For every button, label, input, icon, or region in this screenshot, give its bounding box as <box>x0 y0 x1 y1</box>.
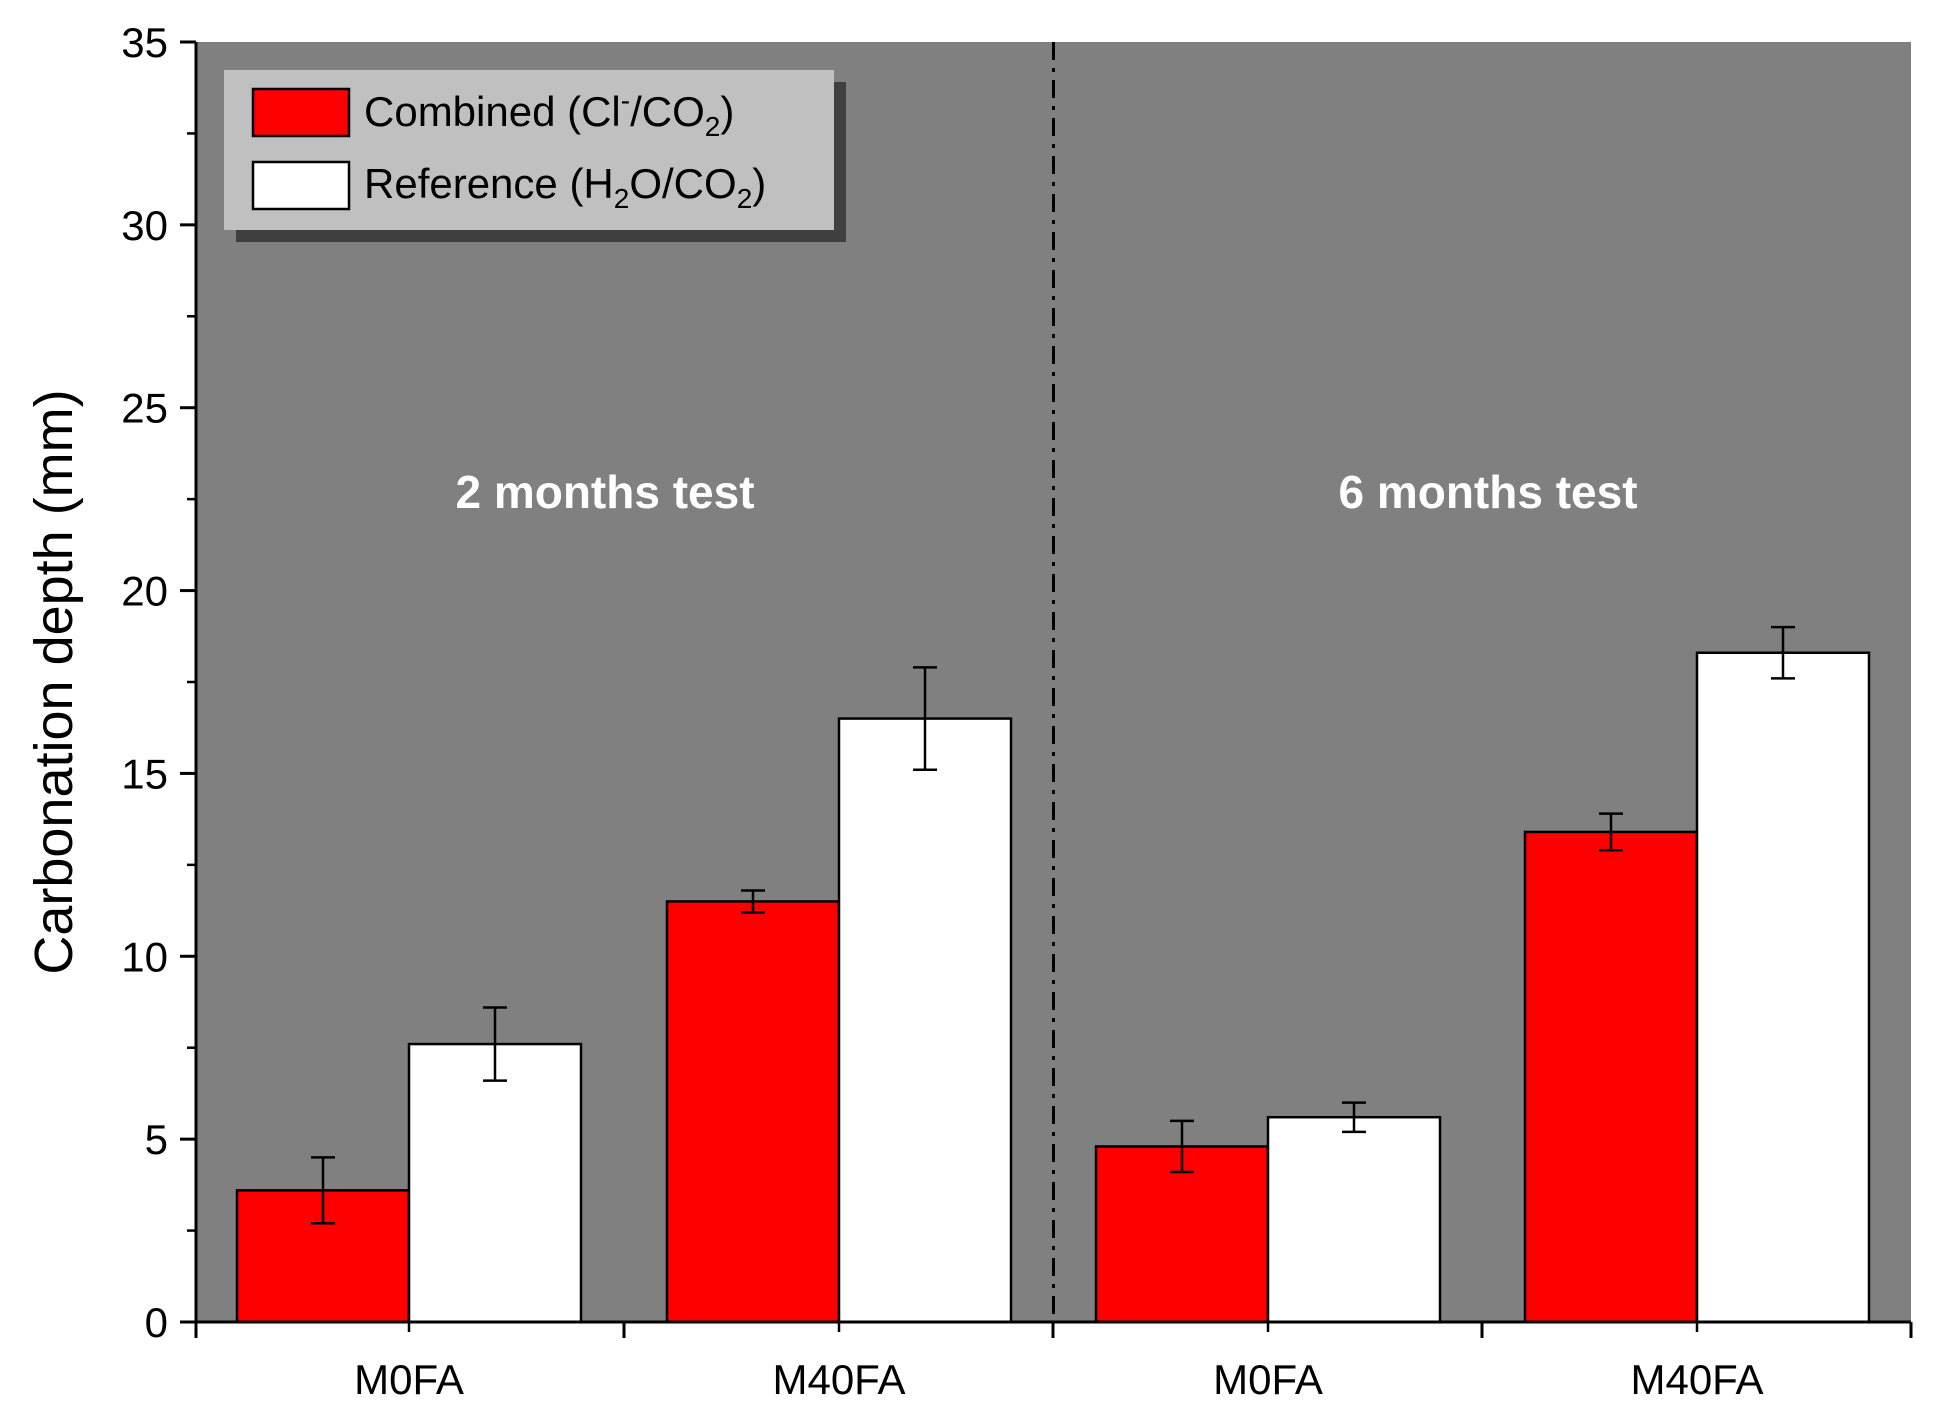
x-tick-label: M0FA <box>354 1356 464 1403</box>
bar-reference-m0fa-6m <box>1266 1115 1442 1324</box>
legend-swatch-reference <box>251 160 351 211</box>
bar-combined-m40fa-2m <box>665 900 841 1324</box>
bar-reference-m40fa-2m <box>837 717 1013 1324</box>
error-bar-combined-m0fa-6m <box>1170 1119 1194 1174</box>
x-tick-label: M40FA <box>772 1356 905 1403</box>
legend: Combined (Cl-/CO2) Reference (H2O/CO2) <box>224 70 846 242</box>
y-tick-label: 0 <box>145 1299 168 1346</box>
x-ticks: M0FA M40FA M0FA M40FA <box>194 1322 1913 1403</box>
bar-combined-m40fa-6m <box>1523 830 1699 1324</box>
x-tick-label: M0FA <box>1213 1356 1323 1403</box>
error-bar-combined-m40fa-6m <box>1599 812 1623 852</box>
group-label-2-months: 2 months test <box>455 466 754 518</box>
y-tick-label: 10 <box>121 933 168 980</box>
error-bar-combined-m40fa-2m <box>741 889 765 914</box>
error-bar-reference-m40fa-6m <box>1771 625 1795 680</box>
legend-label-reference: Reference (H2O/CO2) <box>364 160 766 214</box>
error-bar-combined-m0fa-2m <box>311 1156 335 1225</box>
legend-swatch-combined <box>251 87 351 138</box>
y-tick-label: 35 <box>121 19 168 66</box>
x-tick-label: M40FA <box>1630 1356 1763 1403</box>
group-label-6-months: 6 months test <box>1338 466 1637 518</box>
y-ticks: 0 5 10 15 20 25 30 35 <box>121 19 196 1346</box>
y-tick-label: 20 <box>121 568 168 615</box>
legend-label-combined: Combined (Cl-/CO2) <box>364 85 734 142</box>
error-bars-layer <box>311 625 1795 1225</box>
y-axis-label: Carbonation depth (mm) <box>24 389 84 974</box>
error-bar-reference-m40fa-2m <box>913 666 937 772</box>
bar-reference-m40fa-6m <box>1695 651 1871 1324</box>
y-tick-label: 5 <box>145 1116 168 1163</box>
error-bar-reference-m0fa-2m <box>483 1006 507 1082</box>
bar-reference-m0fa-2m <box>407 1042 583 1324</box>
bars-layer <box>235 651 1871 1324</box>
error-bar-reference-m0fa-6m <box>1342 1101 1366 1134</box>
y-tick-label: 15 <box>121 750 168 797</box>
y-tick-label: 25 <box>121 385 168 432</box>
y-tick-label: 30 <box>121 202 168 249</box>
